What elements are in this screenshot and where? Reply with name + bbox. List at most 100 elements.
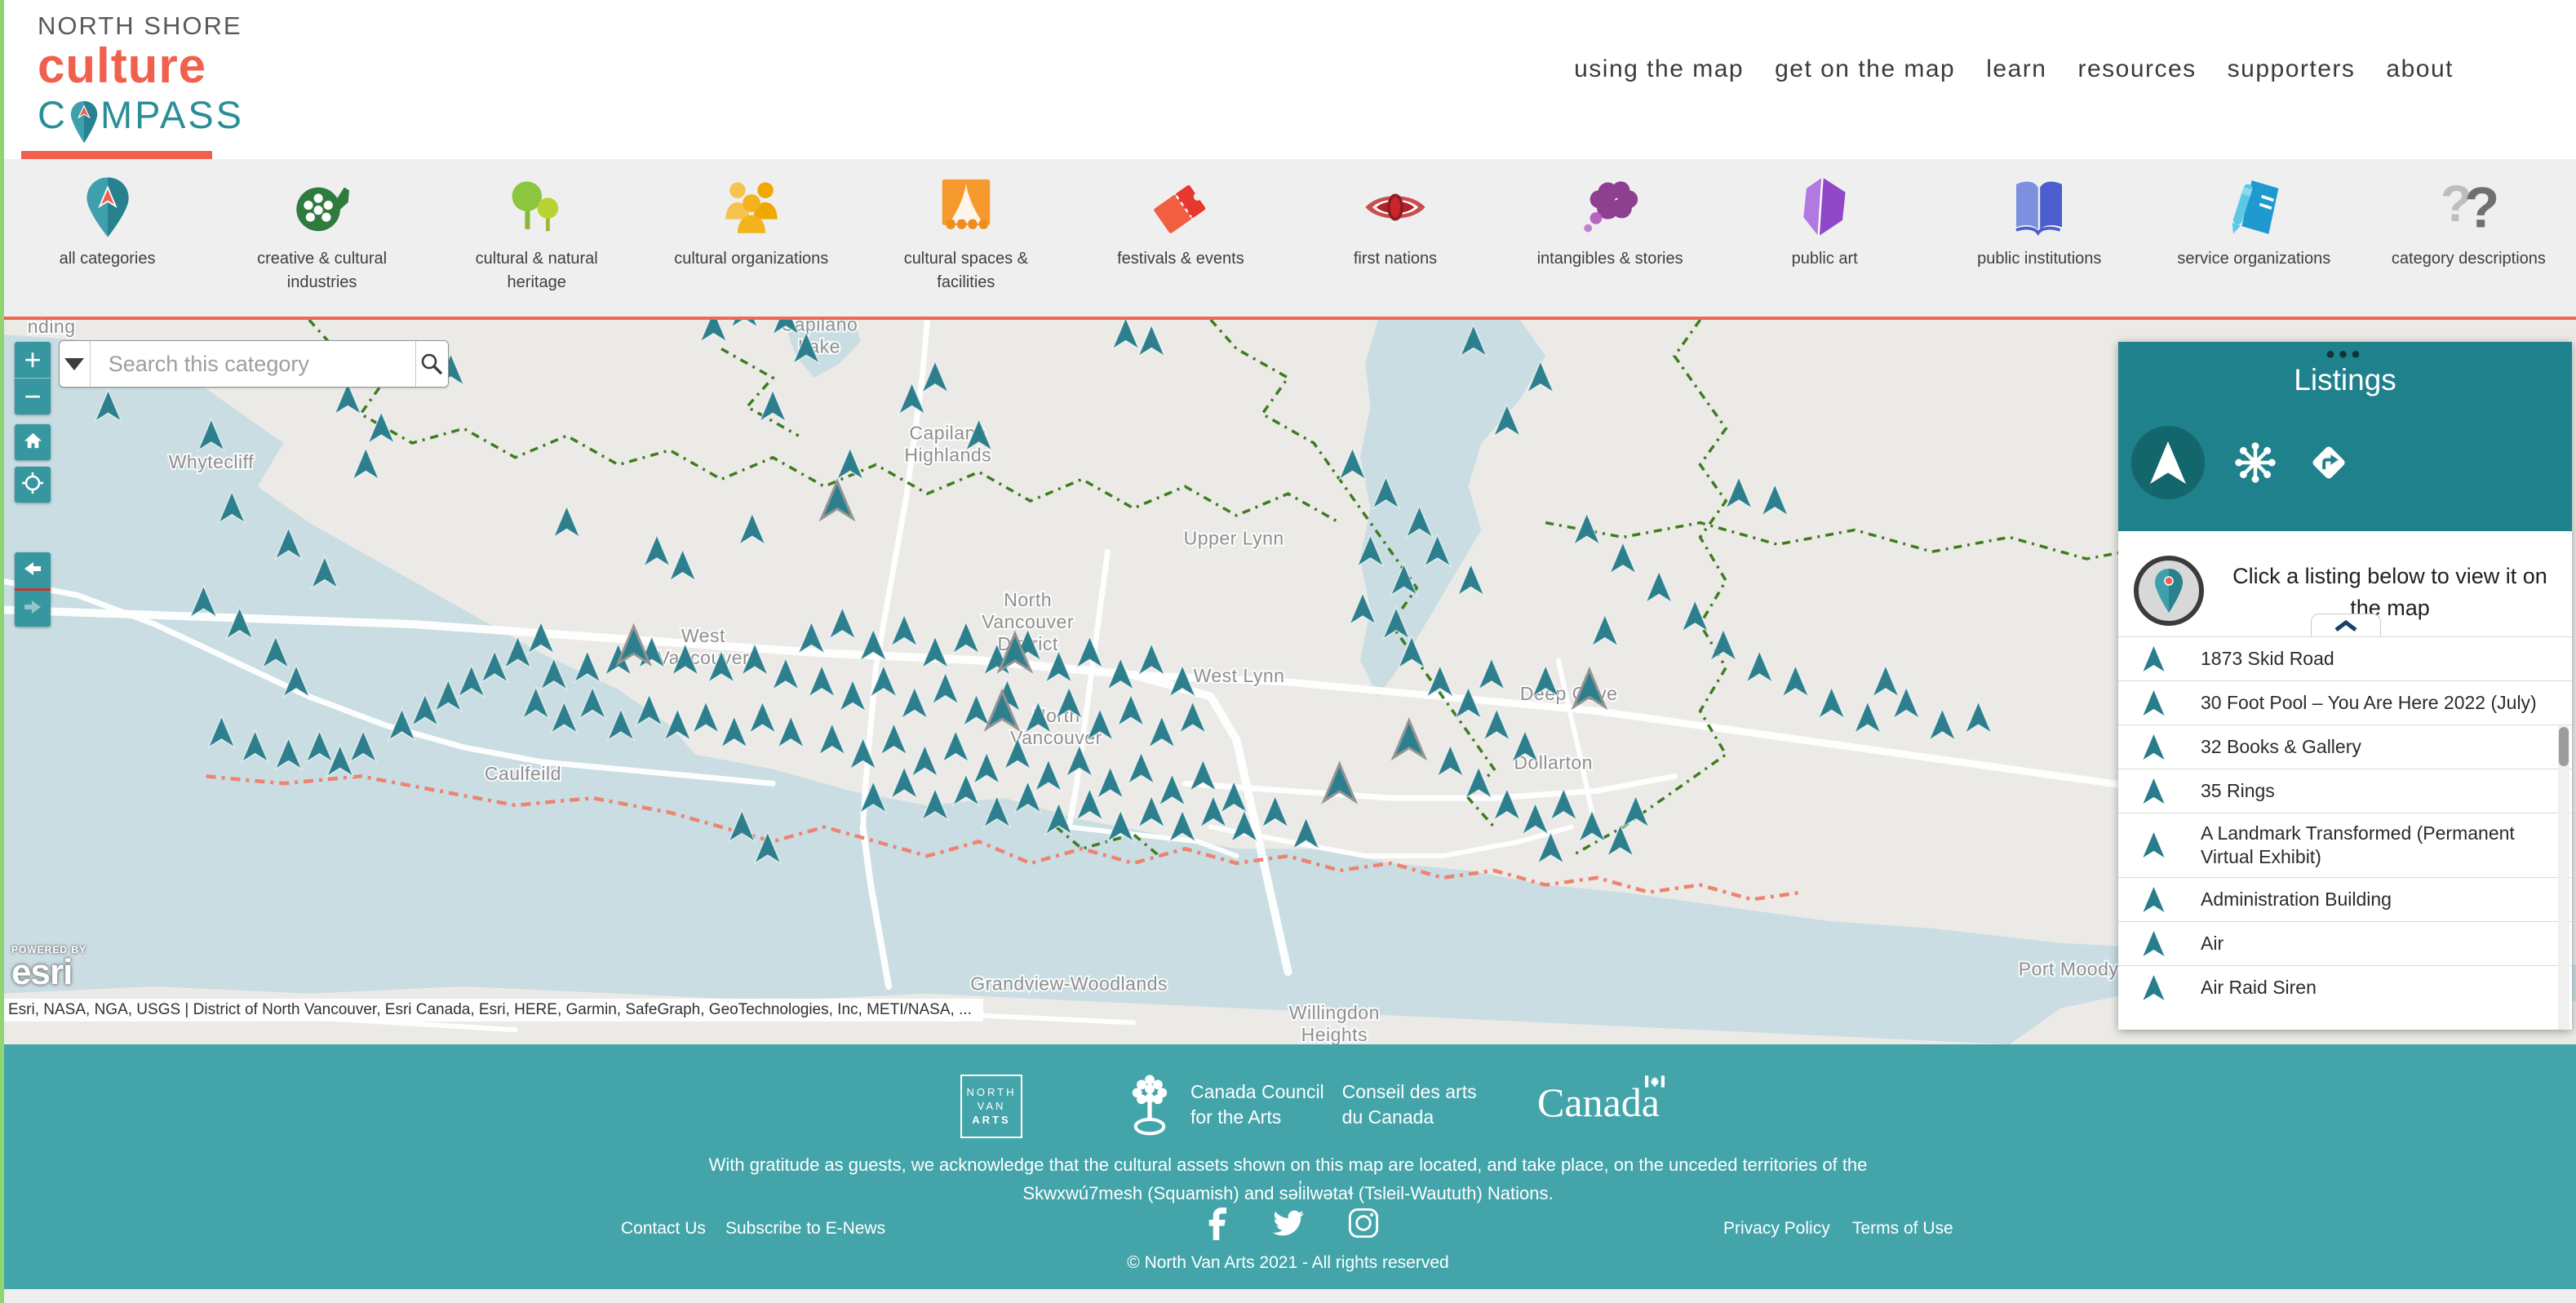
map-marker[interactable] [776, 714, 805, 749]
category-public-institutions[interactable]: public institutions [1932, 159, 2147, 317]
listings-scrollbar[interactable] [2558, 724, 2569, 1030]
map-marker[interactable] [1680, 598, 1709, 633]
map-marker[interactable] [720, 714, 749, 749]
map-marker[interactable] [1137, 642, 1166, 677]
map-marker[interactable] [1608, 540, 1638, 575]
map-marker[interactable] [642, 533, 672, 568]
map-marker[interactable] [552, 504, 582, 539]
map-marker[interactable] [727, 809, 756, 844]
map-marker[interactable] [1137, 794, 1166, 829]
map-marker[interactable] [1871, 663, 1900, 698]
map-marker[interactable] [1075, 635, 1105, 670]
map-marker[interactable] [1927, 707, 1957, 742]
map-marker[interactable] [1389, 562, 1419, 597]
map-marker[interactable] [1891, 685, 1921, 720]
map-marker[interactable] [1853, 700, 1882, 735]
map-marker[interactable] [1013, 779, 1043, 814]
map-marker[interactable] [1381, 605, 1411, 640]
listing-row[interactable]: Air [2118, 920, 2572, 965]
nav-link-learn[interactable]: learn [1986, 55, 2047, 82]
map-marker[interactable] [1111, 320, 1141, 351]
terms-of-use-link[interactable]: Terms of Use [1852, 1219, 1953, 1238]
map-marker[interactable] [1520, 801, 1550, 836]
map-marker[interactable] [740, 642, 769, 677]
privacy-policy-link[interactable]: Privacy Policy [1723, 1219, 1830, 1238]
category-public-art[interactable]: public art [1718, 159, 1932, 317]
panel-menu-dots[interactable]: ••• [2325, 341, 2365, 368]
map-marker[interactable] [964, 417, 994, 452]
map-marker[interactable] [1023, 700, 1053, 735]
map-marker[interactable] [1157, 773, 1187, 807]
map-marker[interactable] [1219, 779, 1248, 814]
listing-row[interactable]: Air Raid Siren [2118, 964, 2572, 1009]
map-marker[interactable] [771, 320, 800, 336]
map-marker[interactable] [897, 381, 927, 416]
map-marker[interactable] [738, 512, 767, 547]
map-marker[interactable] [858, 627, 888, 663]
map-marker[interactable] [1621, 794, 1651, 829]
map-marker[interactable] [433, 678, 463, 713]
map-marker[interactable] [1492, 403, 1522, 437]
map-marker-selected[interactable] [818, 478, 856, 522]
home-extent-button[interactable] [15, 424, 51, 460]
map-marker[interactable] [1348, 592, 1377, 626]
map-marker[interactable] [206, 714, 237, 749]
contact-us-link[interactable]: Contact Us [621, 1219, 706, 1238]
map-marker[interactable] [1230, 809, 1259, 844]
map-marker[interactable] [920, 787, 950, 822]
map-marker[interactable] [1709, 627, 1738, 663]
map-marker[interactable] [1510, 729, 1540, 764]
map-marker[interactable] [366, 410, 396, 445]
map-marker[interactable] [1355, 533, 1386, 568]
map-marker[interactable] [1760, 482, 1789, 517]
map-marker[interactable] [858, 779, 888, 814]
listing-row[interactable]: 32 Books & Gallery [2118, 725, 2572, 769]
map-marker[interactable] [1780, 663, 1811, 698]
map-marker[interactable] [1572, 512, 1602, 547]
map-marker[interactable] [1724, 475, 1754, 510]
map-marker[interactable] [1075, 787, 1105, 822]
zoom-in-button[interactable]: + [15, 342, 51, 378]
map-marker[interactable] [698, 320, 729, 343]
map-marker[interactable] [634, 693, 664, 728]
canada-council-logo[interactable]: Canada Council for the Arts Conseil des a… [1127, 1072, 1477, 1137]
twitter-icon[interactable] [1273, 1208, 1306, 1240]
map-marker[interactable] [729, 320, 759, 329]
map-marker[interactable] [972, 751, 1001, 786]
map-marker-selected[interactable] [1571, 666, 1608, 711]
nav-link-resources[interactable]: resources [2077, 55, 2197, 82]
map-marker[interactable] [1065, 743, 1094, 778]
map-marker[interactable] [1456, 562, 1486, 597]
map-marker[interactable] [961, 693, 991, 728]
map-marker[interactable] [1459, 323, 1488, 358]
map-marker[interactable] [606, 707, 636, 742]
map-marker[interactable] [836, 446, 865, 481]
map-marker[interactable] [707, 649, 736, 684]
facebook-icon[interactable] [1202, 1208, 1235, 1240]
map-marker[interactable] [1085, 707, 1115, 742]
map-marker[interactable] [667, 547, 698, 583]
category-category-descriptions[interactable]: ?? category descriptions [2361, 159, 2576, 317]
map-marker[interactable] [503, 635, 533, 670]
category-cultural-natural-heritage[interactable]: cultural & natural heritage [429, 159, 644, 317]
previous-extent-button[interactable] [15, 552, 51, 588]
map-marker[interactable] [848, 736, 878, 771]
map-marker[interactable] [920, 359, 950, 394]
map-marker[interactable] [1044, 801, 1074, 836]
map-marker[interactable] [1536, 831, 1566, 865]
map-marker[interactable] [549, 700, 579, 735]
next-extent-button[interactable] [15, 591, 51, 627]
map-marker[interactable] [240, 729, 270, 764]
map-marker[interactable] [758, 388, 787, 423]
instagram-icon[interactable] [1348, 1208, 1381, 1240]
map-marker[interactable] [188, 584, 219, 618]
map-marker[interactable] [869, 663, 898, 698]
listing-row[interactable]: 1873 Skid Road [2118, 636, 2572, 680]
map-marker[interactable] [224, 605, 255, 640]
map-marker[interactable] [521, 685, 551, 720]
map-marker[interactable] [1492, 787, 1522, 822]
map-marker[interactable] [1425, 663, 1455, 698]
map-marker[interactable] [1644, 570, 1674, 605]
map-marker[interactable] [747, 700, 778, 735]
map-marker[interactable] [261, 635, 290, 670]
